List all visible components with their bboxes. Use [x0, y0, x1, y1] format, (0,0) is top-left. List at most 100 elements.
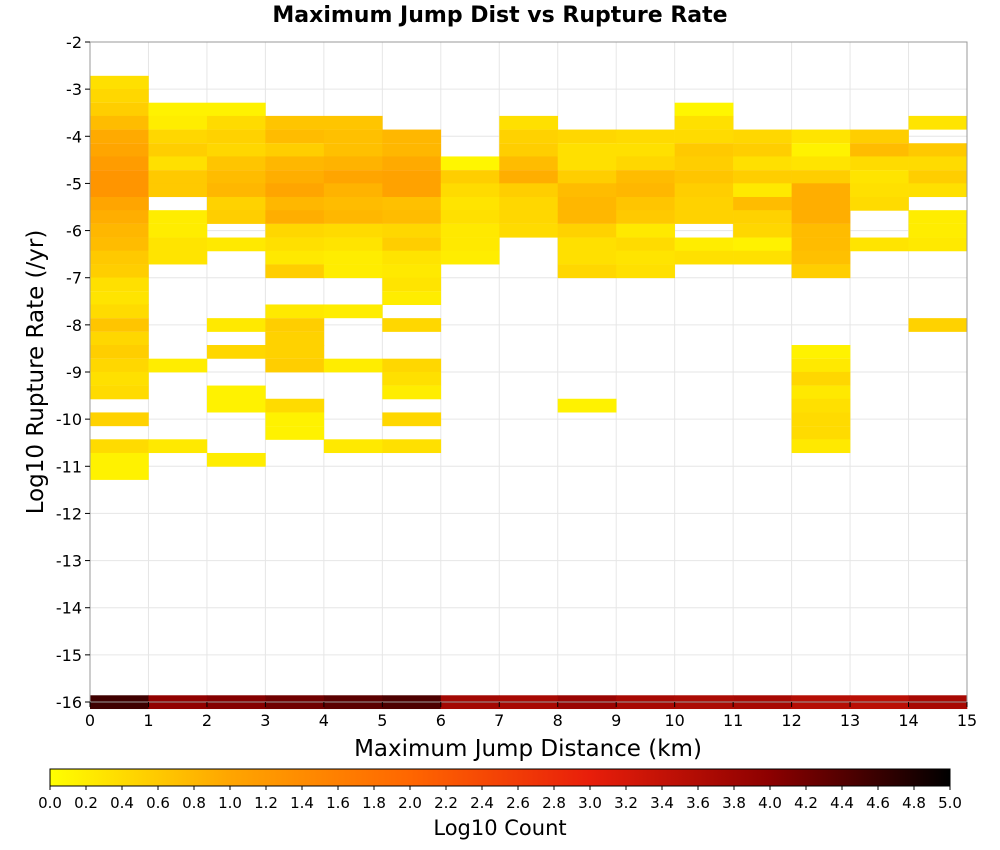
heatmap-cell: [90, 345, 149, 359]
heatmap-cell: [148, 210, 208, 224]
colorbar-tick-label: 0.8: [182, 794, 206, 812]
heatmap-cell: [674, 156, 734, 171]
heatmap-cell: [323, 129, 383, 144]
heatmap-cell: [265, 170, 325, 184]
heatmap-cell: [206, 183, 266, 198]
heatmap-cell: [382, 183, 442, 198]
heatmap-cell: [90, 291, 149, 306]
heatmap-cell: [265, 210, 325, 224]
heatmap-cell: [674, 129, 734, 144]
heatmap-cell: [90, 183, 149, 198]
heatmap-cell: [265, 426, 325, 440]
heatmap-cell: [206, 170, 266, 184]
y-tick-label: -6: [66, 222, 82, 241]
colorbar-tick-label: 3.6: [686, 794, 710, 812]
heatmap-cell: [382, 250, 442, 265]
x-axis-ticks: 0 1 2 3 4 5 6 7 8 9 10 11 12 13 14 15: [85, 702, 977, 730]
x-axis-label: Maximum Jump Distance (km): [354, 736, 702, 762]
heatmap-cell: [90, 331, 149, 346]
heatmap-cell: [850, 237, 909, 252]
heatmap-cell: [499, 196, 559, 211]
heatmap-cell: [499, 223, 559, 238]
heatmap-cell: [674, 115, 734, 130]
heatmap-cell: [265, 331, 325, 346]
heatmap-cell: [850, 196, 909, 211]
heatmap-cell: [323, 183, 383, 198]
colorbar-tick-label: 3.2: [614, 794, 638, 812]
heatmap-cell: [323, 358, 383, 373]
heatmap-cell: [148, 143, 208, 157]
heatmap-cell: [850, 129, 909, 144]
heatmap-cell: [382, 156, 442, 171]
heatmap-cell: [90, 371, 149, 386]
y-tick-label: -11: [56, 457, 82, 476]
heatmap-cell: [440, 156, 500, 171]
heatmap-cell: [791, 143, 851, 157]
heatmap-cell: [791, 426, 851, 440]
heatmap-cell: [616, 143, 675, 157]
heatmap-cell: [323, 237, 383, 252]
colorbar-tick-label: 0.6: [146, 794, 170, 812]
heatmap-cell: [265, 304, 325, 319]
colorbar-tick-label: 3.4: [650, 794, 674, 812]
colorbar-tick-label: 4.2: [794, 794, 818, 812]
colorbar-tick-label: 1.4: [290, 794, 314, 812]
heatmap-cell: [90, 385, 149, 400]
heatmap-cell: [148, 237, 208, 252]
heatmap-cell: [206, 345, 266, 359]
heatmap-cell: [733, 170, 792, 184]
heatmap-cell: [148, 358, 208, 373]
heatmap-cell: [206, 129, 266, 144]
heatmap-cell: [382, 277, 442, 292]
heatmap-cell: [733, 223, 792, 238]
heatmap-cell: [265, 318, 325, 332]
heatmap-cell: [674, 196, 734, 211]
heatmap-cell: [206, 156, 266, 171]
heatmap-cell: [791, 358, 851, 373]
heatmap-cell: [440, 250, 500, 265]
heatmap-cell: [850, 170, 909, 184]
y-tick-label: -10: [56, 410, 82, 429]
colorbar-tick-label: 4.0: [758, 794, 782, 812]
heatmap-cell: [265, 412, 325, 427]
heatmap-cell: [733, 250, 792, 265]
heatmap-cell: [90, 304, 149, 319]
x-tick-label: 12: [781, 711, 801, 730]
heatmap-cell: [674, 237, 734, 252]
heatmap-cell: [265, 196, 325, 211]
heatmap-cell: [850, 143, 909, 157]
heatmap-cell: [90, 466, 149, 480]
heatmap-cell: [323, 223, 383, 238]
heatmap-cell: [206, 196, 266, 211]
heatmap-cell: [148, 115, 208, 130]
y-tick-label: -2: [66, 33, 82, 52]
heatmap-cell: [382, 237, 442, 252]
heatmap-cell: [674, 102, 734, 117]
heatmap-cell: [265, 237, 325, 252]
heatmap-cell: [908, 183, 968, 198]
heatmap-cell: [616, 183, 675, 198]
x-tick-label: 10: [664, 711, 684, 730]
heatmap-cell: [90, 318, 149, 332]
heatmap-cell: [908, 156, 968, 171]
y-axis-label: Log10 Rupture Rate (/yr): [23, 230, 49, 515]
heatmap-cell: [616, 170, 675, 184]
heatmap-cell: [791, 439, 851, 454]
heatmap-cells: [90, 75, 968, 710]
heatmap-cell: [791, 156, 851, 171]
heatmap-cell: [791, 398, 851, 413]
heatmap-cell: [791, 196, 851, 211]
y-tick-label: -8: [66, 316, 82, 335]
heatmap-cell: [382, 412, 442, 427]
heatmap-cell: [323, 115, 383, 130]
heatmap-cell: [265, 115, 325, 130]
heatmap-cell: [148, 170, 208, 184]
heatmap-cell: [440, 223, 500, 238]
x-tick-label: 0: [85, 711, 95, 730]
heatmap-cell: [206, 237, 266, 252]
colorbar-tick-label: 0.4: [110, 794, 134, 812]
y-axis-ticks: -2 -3 -4 -5 -6 -7 -8 -9 -10 -11 -12 -13 -14 -15 -16: [56, 33, 90, 712]
heatmap-cell: [323, 156, 383, 171]
y-tick-label: -9: [66, 363, 82, 382]
heatmap-cell: [382, 385, 442, 400]
